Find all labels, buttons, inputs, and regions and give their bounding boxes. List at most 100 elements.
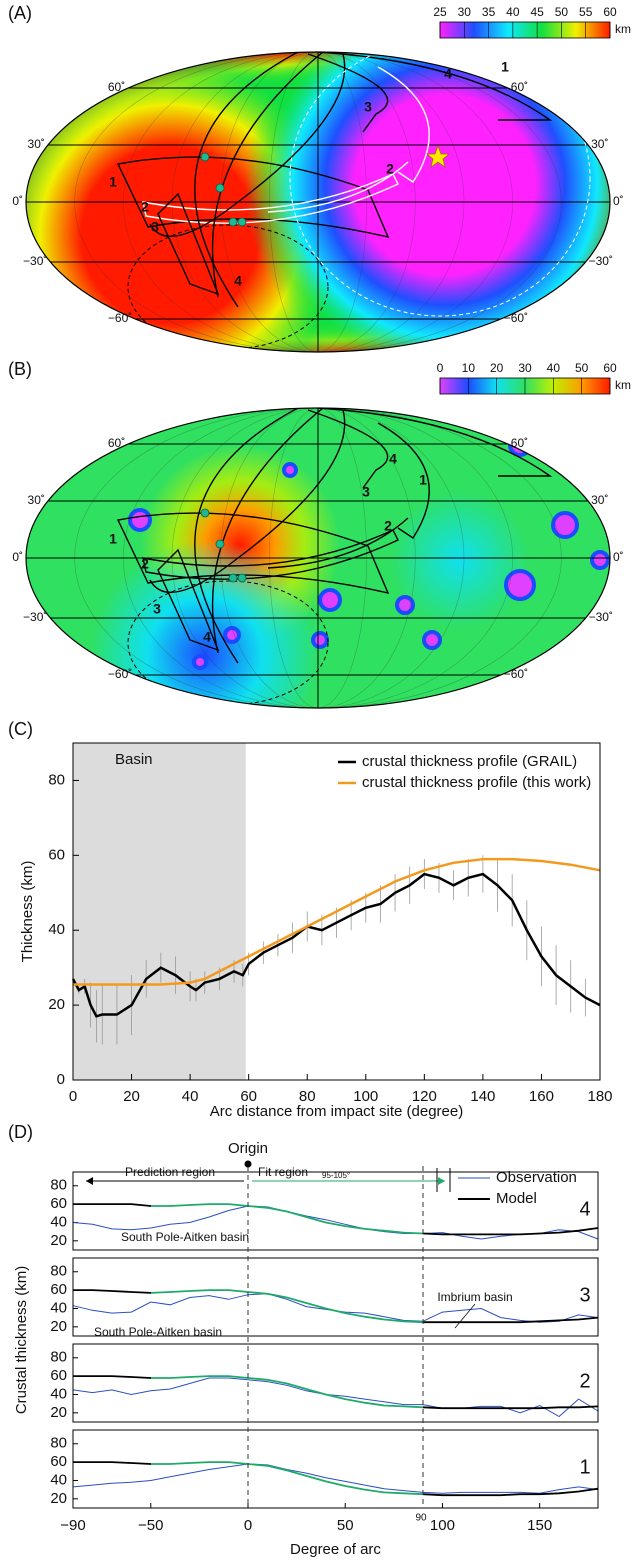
map-low: [90, 540, 320, 708]
model-line: [73, 1375, 599, 1410]
region-outline: [116, 512, 390, 594]
x-tick-label: 20: [123, 1088, 140, 1105]
map: [26, 52, 610, 352]
region-label: 3: [364, 99, 372, 115]
x-tick-label: 60: [240, 1088, 257, 1105]
region-label: 4: [234, 273, 242, 289]
site: [215, 539, 225, 549]
region-outline: [317, 408, 553, 477]
region-outline: [377, 422, 430, 539]
region-outline: [211, 52, 324, 298]
region-label: 4: [203, 629, 211, 645]
region-label: 1: [109, 174, 117, 190]
lat-label: 0˚: [613, 194, 624, 208]
plot-frame: [72, 1429, 599, 1509]
region-label: 2: [141, 556, 149, 572]
y-tick-label: 80: [50, 1263, 67, 1280]
region-outline: [194, 52, 299, 308]
subplot-label: 2: [579, 1370, 590, 1392]
colorbar-tick-label: 40: [547, 361, 561, 375]
lat-label: 0˚: [12, 550, 23, 564]
x-tick-label: 100: [430, 1517, 455, 1534]
panel-label: (D): [8, 1122, 33, 1142]
prediction-label: Prediction region: [125, 1165, 215, 1179]
model-line: [73, 1289, 599, 1324]
lat-label: −60˚: [108, 311, 132, 325]
subplot-label: 4: [579, 1198, 590, 1220]
site: [228, 217, 238, 227]
colorbar-tick-label: 10: [462, 361, 476, 375]
lat-label: 30˚: [591, 137, 608, 151]
x-tick-label: 80: [299, 1088, 316, 1105]
legend-label: crustal thickness profile (this work): [362, 774, 591, 791]
y-tick-label: 20: [50, 1490, 67, 1507]
panel-label: (C): [8, 719, 33, 739]
crater: [311, 631, 329, 649]
y-tick-label: 60: [48, 846, 65, 863]
fit-range-label: 95-105°: [322, 1171, 350, 1180]
x-tick-label: 0: [69, 1088, 77, 1105]
x-tick-label: 100: [353, 1088, 378, 1105]
crater: [192, 654, 208, 670]
y-tick-label: 80: [50, 1435, 67, 1452]
annotation: Imbrium basin: [437, 1290, 512, 1304]
x-tick-label: 50: [337, 1517, 354, 1534]
outline: [25, 407, 611, 709]
observation-line: [72, 1293, 599, 1323]
colorbar-tick-label: 45: [530, 5, 544, 19]
crater: [422, 630, 442, 650]
site: [200, 508, 210, 518]
x-axis-label: Degree of arc: [290, 1541, 381, 1558]
arrow-head: [86, 1177, 93, 1185]
basin-label: Basin: [115, 751, 153, 768]
region-label: 1: [419, 472, 427, 488]
origin-dot: [244, 1160, 252, 1168]
x-tick-label: 40: [182, 1088, 199, 1105]
series-line: [71, 872, 601, 1018]
series-line: [73, 857, 601, 986]
lat-label: 60˚: [108, 436, 125, 450]
lat-label: 30˚: [28, 137, 45, 151]
basin-shade: [73, 743, 246, 1080]
region-outline: [211, 408, 324, 654]
region-outline: [377, 66, 430, 183]
legend-label: Observation: [496, 1169, 577, 1186]
plot-frame: [72, 1343, 599, 1423]
lat-label: 0˚: [613, 550, 624, 564]
lat-label: −60˚: [504, 667, 528, 681]
y-tick-label: 40: [50, 1299, 67, 1316]
lat-label: 30˚: [591, 493, 608, 507]
model-line: [73, 1203, 599, 1236]
region-outline: [267, 161, 409, 213]
colorbar-unit: km: [615, 378, 631, 392]
y-tick-label: 60: [50, 1453, 67, 1470]
map-low: [390, 490, 530, 630]
crater: [282, 462, 298, 478]
map: [26, 408, 610, 708]
region-outline: [149, 409, 346, 594]
crater: [395, 595, 415, 615]
y-tick-label: 60: [50, 1195, 67, 1212]
model-line: [73, 1461, 599, 1497]
region-label: 4: [389, 451, 397, 467]
site: [237, 217, 247, 227]
panel-label: (A): [8, 3, 32, 23]
colorbar-tick-label: 40: [506, 5, 520, 19]
plot-frame: [72, 1257, 599, 1337]
region-label: 3: [153, 601, 161, 617]
origin-label: Origin: [228, 1140, 268, 1157]
y-tick-label: 60: [50, 1367, 67, 1384]
observation-line: [72, 1377, 599, 1418]
region-outline: [142, 173, 399, 224]
y-tick-label: 20: [50, 1232, 67, 1249]
region-outline: [289, 52, 591, 317]
colorbar-tick-label: 35: [482, 5, 496, 19]
y-tick-label: 20: [50, 1318, 67, 1335]
lat-label: 30˚: [28, 493, 45, 507]
outline: [25, 51, 611, 353]
region-outline: [194, 408, 299, 664]
x-tick-label: 180: [587, 1088, 612, 1105]
crater: [551, 511, 579, 539]
lat-label: −30˚: [589, 254, 613, 268]
lat-label: −30˚: [23, 610, 47, 624]
